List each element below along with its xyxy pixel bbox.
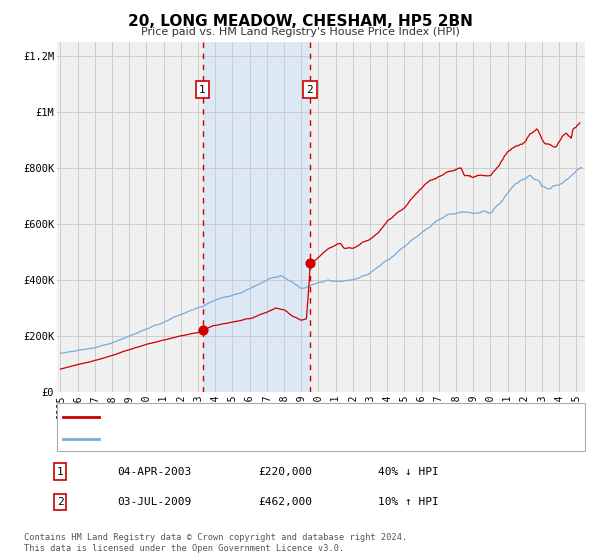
Text: 1: 1	[199, 85, 206, 95]
Text: 2: 2	[307, 85, 313, 95]
Text: 10% ↑ HPI: 10% ↑ HPI	[378, 497, 439, 507]
Text: HPI: Average price, detached house, Buckinghamshire: HPI: Average price, detached house, Buck…	[105, 434, 424, 444]
Text: Contains HM Land Registry data © Crown copyright and database right 2024.
This d: Contains HM Land Registry data © Crown c…	[24, 533, 407, 553]
Text: 20, LONG MEADOW, CHESHAM, HP5 2BN: 20, LONG MEADOW, CHESHAM, HP5 2BN	[128, 14, 472, 29]
Text: £462,000: £462,000	[258, 497, 312, 507]
Text: 20, LONG MEADOW, CHESHAM, HP5 2BN (detached house): 20, LONG MEADOW, CHESHAM, HP5 2BN (detac…	[105, 412, 418, 422]
Text: 1: 1	[56, 466, 64, 477]
Text: 2: 2	[56, 497, 64, 507]
Text: 03-JUL-2009: 03-JUL-2009	[117, 497, 191, 507]
Text: 04-APR-2003: 04-APR-2003	[117, 466, 191, 477]
Text: Price paid vs. HM Land Registry's House Price Index (HPI): Price paid vs. HM Land Registry's House …	[140, 27, 460, 37]
Text: 40% ↓ HPI: 40% ↓ HPI	[378, 466, 439, 477]
Bar	[203, 42, 310, 392]
Point	[198, 326, 208, 335]
Text: £220,000: £220,000	[258, 466, 312, 477]
Point	[305, 258, 315, 267]
